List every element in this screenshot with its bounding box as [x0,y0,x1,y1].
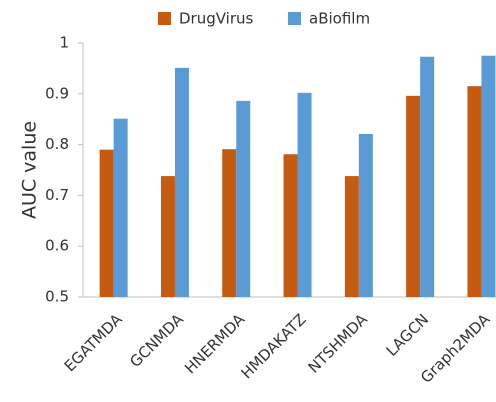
y-tick-label: 0.5 [45,288,69,306]
bar [297,92,312,297]
y-tick-label: 1 [59,34,69,52]
y-tick-label: 0.8 [45,135,69,153]
x-tick-label: GCNMDA [126,310,187,371]
x-tick-label: HMDAKATZ [238,310,310,382]
x-tick-label: LAGCN [383,310,433,360]
y-tick-label: 0.6 [45,237,69,255]
y-axis-label: AUC value [19,121,41,219]
bar [420,56,435,297]
bar [467,86,482,298]
legend-label: aBiofilm [309,10,370,28]
bar [113,118,128,297]
bar [160,176,175,297]
legend-label: DrugVirus [179,10,254,28]
bar [481,55,496,298]
legend-swatch [288,12,301,25]
bar [358,133,373,297]
bar [344,176,359,297]
bar [236,100,251,297]
bar [406,95,421,297]
y-tick-label: 0.7 [45,186,69,204]
legend-swatch [158,12,171,25]
x-tick-label: EGATMDA [61,310,126,375]
bar [174,67,189,297]
bar [99,149,114,297]
x-tick-label: NTSHMDA [305,310,372,377]
y-tick-label: 0.9 [45,84,69,102]
bar [222,149,237,297]
bar [283,154,298,297]
